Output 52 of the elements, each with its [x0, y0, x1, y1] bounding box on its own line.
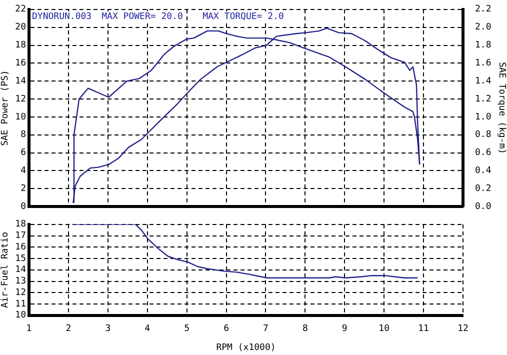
- y-tick-label: 10: [15, 112, 26, 122]
- x-tick-label: 2: [66, 324, 72, 334]
- y-tick-label: 18: [15, 220, 26, 230]
- y-tick-label: 18: [15, 40, 26, 51]
- y2-tick-label: 0.8: [475, 130, 492, 140]
- y2-tick-label: 1.6: [475, 58, 492, 69]
- x-tick-label: 7: [263, 324, 268, 334]
- x-tick-label: 4: [144, 324, 150, 334]
- y-tick-label: 12: [15, 288, 26, 298]
- x-tick-label: 10: [378, 324, 390, 334]
- x-tick-label: 1: [26, 324, 32, 334]
- y-tick-label: 10: [15, 310, 26, 321]
- y2-tick-label: 1.4: [475, 76, 492, 86]
- y-tick-label: 2: [20, 184, 26, 194]
- y-tick-label: 0: [20, 202, 26, 212]
- y-tick-label: 17: [15, 231, 26, 242]
- y2-tick-label: 1.0: [475, 112, 492, 122]
- y-axis-title: SAE Power (PS): [0, 70, 11, 146]
- y-tick-label: 4: [20, 166, 26, 176]
- y-tick-label: 16: [15, 242, 26, 252]
- y-tick-label: 6: [20, 148, 26, 158]
- y-tick-label: 12: [15, 94, 26, 104]
- y2-axis-title: SAE Torque (kg-m): [496, 62, 506, 154]
- y2-tick-label: 2.2: [475, 4, 492, 15]
- x-tick-label: 9: [342, 324, 348, 334]
- x-tick-label: 5: [184, 324, 190, 334]
- x-tick-label: 12: [458, 324, 468, 334]
- y2-tick-label: 0.2: [475, 184, 492, 194]
- y2-tick-label: 2.0: [475, 22, 492, 33]
- x-tick-label: 3: [105, 324, 111, 334]
- y-tick-label: 14: [15, 265, 26, 276]
- annotation: MAX POWER= 20.0: [102, 12, 183, 22]
- y-tick-label: 13: [15, 276, 26, 287]
- y2-tick-label: 1.2: [475, 94, 492, 104]
- y2-tick-label: 1.8: [475, 40, 492, 51]
- y2-tick-label: 0.0: [475, 202, 492, 212]
- y-tick-label: 14: [15, 76, 26, 86]
- x-tick-label: 8: [302, 324, 308, 334]
- x-tick-label: 6: [224, 324, 229, 334]
- y2-tick-label: 0.4: [475, 166, 492, 176]
- y-tick-label: 16: [15, 58, 26, 69]
- x-tick-label: 11: [418, 324, 429, 334]
- y-tick-label: 20: [15, 22, 26, 33]
- y-tick-label: 8: [20, 130, 26, 140]
- y-axis-title: Air-Fuel Ratio: [0, 232, 11, 308]
- x-axis-title: RPM (x1000): [216, 342, 276, 353]
- y-tick-label: 22: [15, 4, 26, 15]
- y-tick-label: 11: [15, 299, 26, 310]
- annotation: DYNORUN.003: [32, 12, 92, 22]
- annotation: MAX TORQUE= 2.0: [202, 12, 284, 22]
- y2-tick-label: 0.6: [475, 148, 492, 158]
- y-tick-label: 15: [15, 254, 26, 264]
